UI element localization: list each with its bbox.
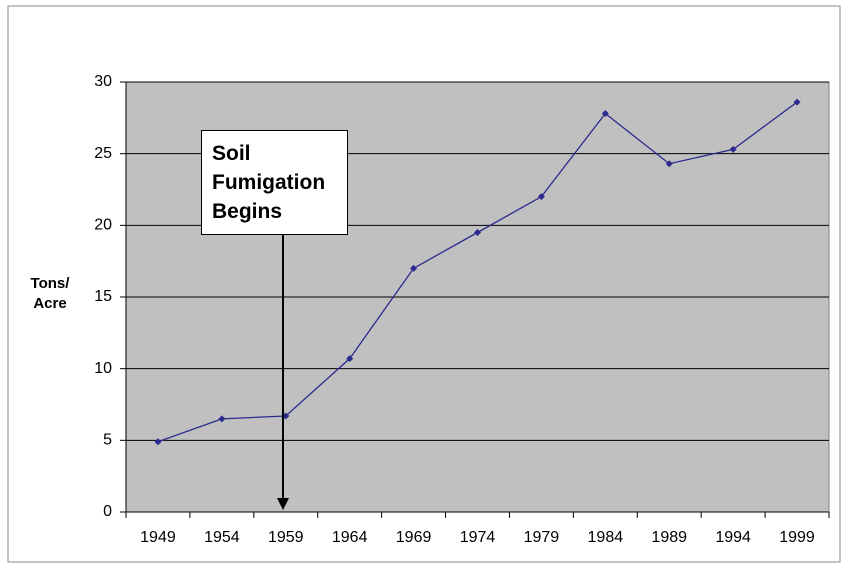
y-tick-label: 20 <box>94 217 112 234</box>
data-point <box>346 355 354 363</box>
data-point <box>218 415 226 423</box>
data-point <box>537 193 545 201</box>
marks <box>154 98 801 446</box>
x-tick-label: 1954 <box>204 529 240 546</box>
x-tick-label: 1994 <box>715 529 751 546</box>
y-tick-label: 10 <box>94 360 112 377</box>
x-tick-label: 1969 <box>396 529 432 546</box>
x-tick-label: 1949 <box>140 529 176 546</box>
y-tick-label: 5 <box>103 432 112 449</box>
annotation: Soil Fumigation Begins <box>201 130 348 235</box>
data-point <box>729 145 737 153</box>
data-point <box>410 264 418 272</box>
x-tick-label: 1974 <box>460 529 496 546</box>
x-tick-label: 1989 <box>651 529 687 546</box>
y-tick-label: 30 <box>94 73 112 90</box>
y-axis-label: Tons/ Acre <box>30 275 70 312</box>
data-point <box>665 160 673 168</box>
x-tick-label: 1999 <box>779 529 815 546</box>
y-tick-label: 25 <box>94 145 112 162</box>
data-point <box>474 229 481 236</box>
x-tick-label: 1959 <box>268 529 304 546</box>
x-tick-label: 1964 <box>332 529 368 546</box>
y-tick-label: 0 <box>103 503 112 520</box>
data-point <box>793 98 801 106</box>
annotation-arrowhead <box>277 498 289 510</box>
grid: 0 5 10 15 20 25 30 1949 1954 1959 1964 1969 1974 1979… <box>94 73 830 546</box>
data-point <box>282 412 290 420</box>
data-point <box>154 438 162 446</box>
x-tick-label: 1984 <box>588 529 624 546</box>
y-tick-label: 15 <box>94 288 112 305</box>
x-tick-label: 1979 <box>524 529 560 546</box>
data-point <box>601 110 609 118</box>
